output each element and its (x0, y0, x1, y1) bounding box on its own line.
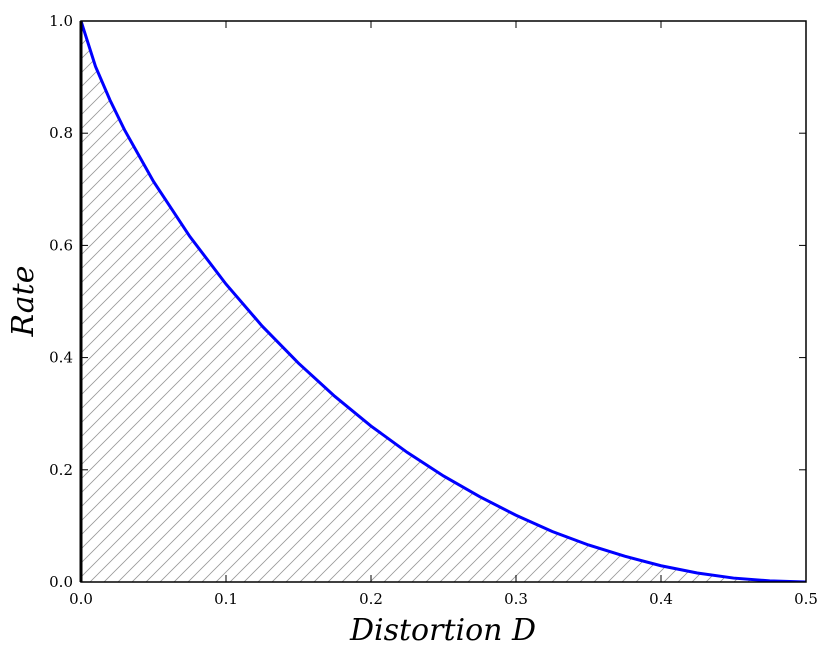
y-tick-label: 0.4 (49, 349, 73, 367)
y-tick-label: 0.8 (49, 124, 73, 142)
x-tick-label: 0.5 (794, 590, 818, 608)
y-tick-label: 0.2 (49, 461, 73, 479)
y-axis-ticks: 0.0 0.2 0.4 0.6 0.8 1.0 (49, 12, 806, 591)
y-axis-label: Rate (6, 266, 41, 338)
y-tick-label: 0.6 (49, 236, 73, 254)
x-tick-label: 0.2 (359, 590, 383, 608)
achievable-region-hatch (81, 21, 806, 582)
rate-distortion-curve (81, 21, 806, 582)
y-tick-label: 0.0 (49, 573, 73, 591)
x-tick-label: 0.1 (214, 590, 238, 608)
x-tick-label: 0.4 (649, 590, 673, 608)
y-tick-label: 1.0 (49, 12, 73, 30)
x-tick-label: 0.3 (504, 590, 528, 608)
x-axis-ticks: 0.0 0.1 0.2 0.3 0.4 0.5 (69, 21, 818, 608)
x-tick-label: 0.0 (69, 590, 93, 608)
x-axis-label: Distortion D (349, 613, 536, 648)
